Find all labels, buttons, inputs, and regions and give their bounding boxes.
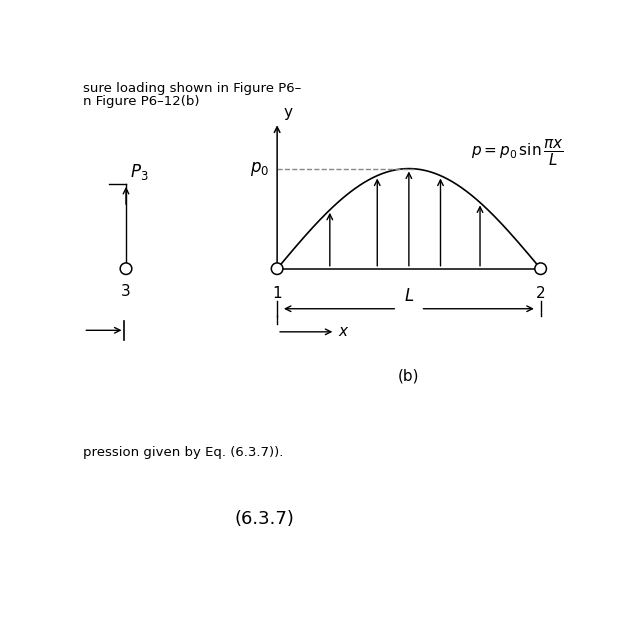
Text: (6.3.7): (6.3.7) (235, 510, 294, 528)
Circle shape (272, 263, 283, 274)
Text: pression given by Eq. (6.3.7)).: pression given by Eq. (6.3.7)). (83, 446, 284, 459)
Text: n Figure P6–12(b): n Figure P6–12(b) (83, 95, 200, 109)
Text: 2: 2 (536, 286, 546, 300)
Text: (b): (b) (398, 369, 420, 384)
Text: $p = p_0\,\sin\dfrac{\pi x}{L}$: $p = p_0\,\sin\dfrac{\pi x}{L}$ (471, 138, 564, 168)
Circle shape (535, 263, 546, 274)
Text: $L$: $L$ (404, 287, 414, 305)
Text: y: y (283, 105, 293, 120)
Text: $P_3$: $P_3$ (130, 162, 148, 182)
Text: $x$: $x$ (338, 324, 349, 339)
Text: $p_0$: $p_0$ (250, 159, 270, 178)
Circle shape (120, 263, 132, 274)
Text: 3: 3 (121, 284, 131, 299)
Text: 1: 1 (272, 286, 282, 300)
Text: sure loading shown in Figure P6–: sure loading shown in Figure P6– (83, 81, 301, 95)
